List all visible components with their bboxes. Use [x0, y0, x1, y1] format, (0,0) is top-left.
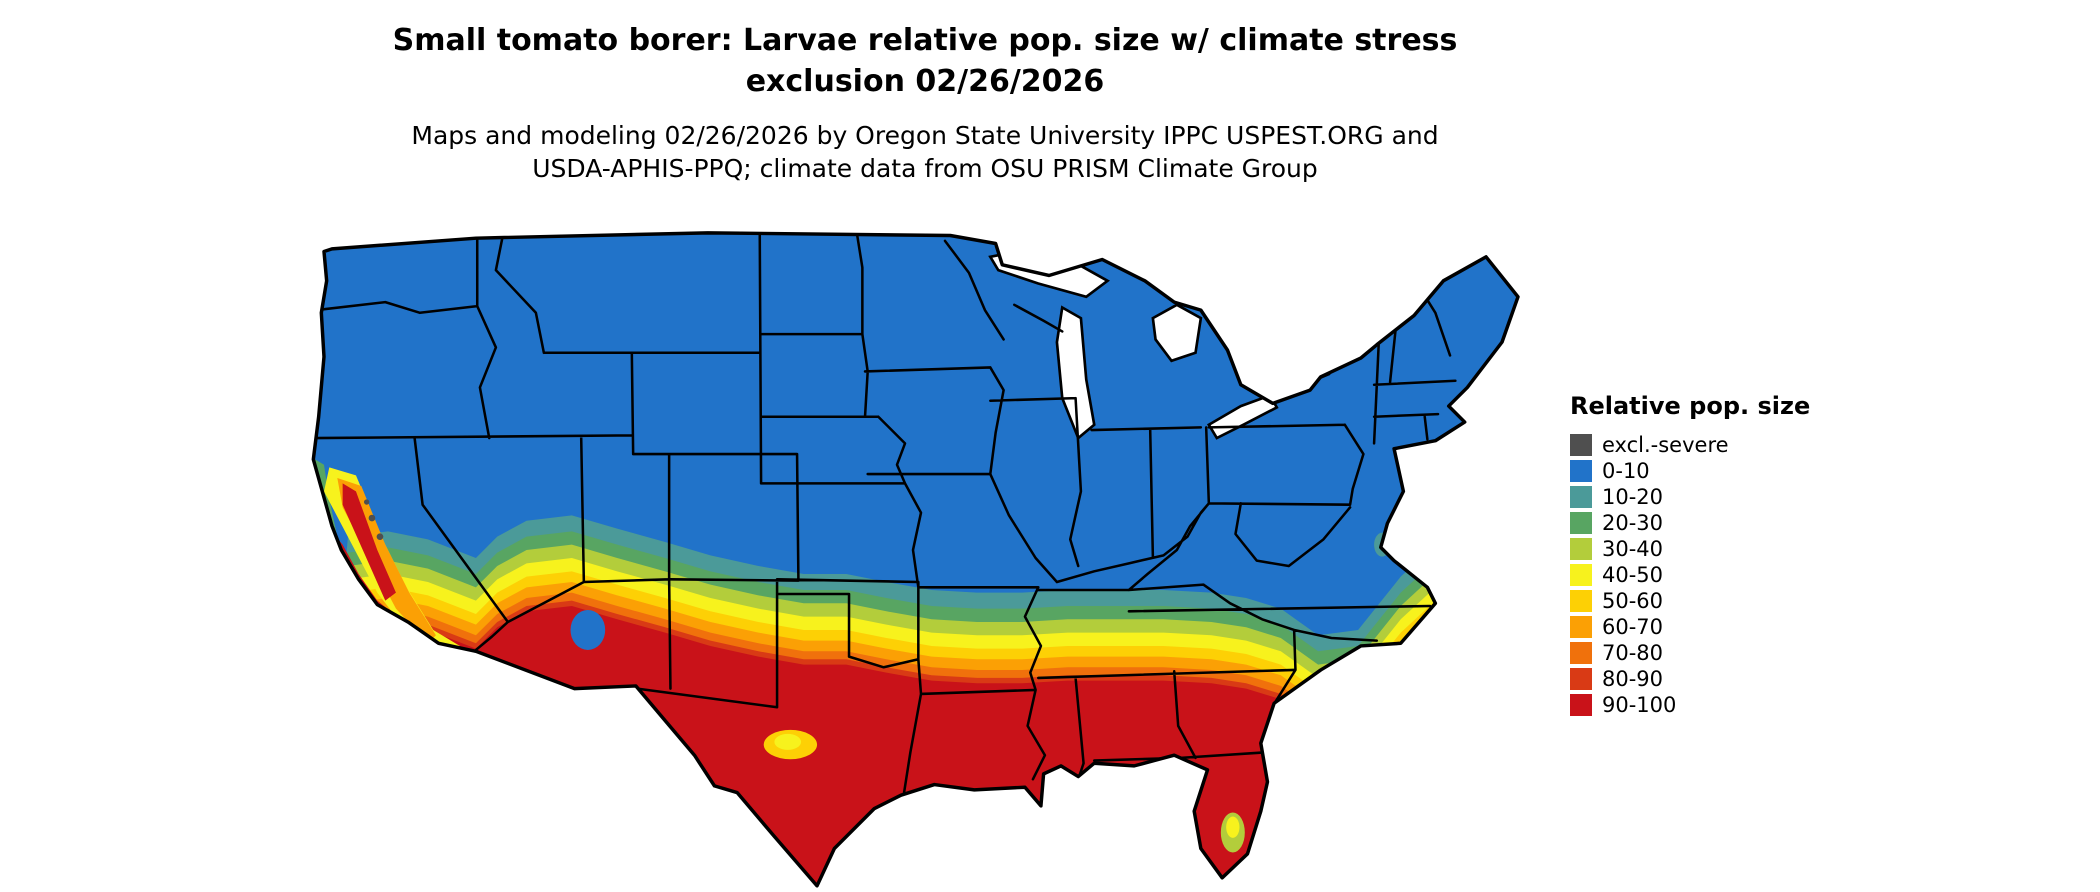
figure-header: Small tomato borer: Larvae relative pop.…	[150, 20, 1700, 185]
legend-swatch	[1570, 512, 1592, 534]
legend-swatch	[1570, 668, 1592, 690]
legend-swatch	[1570, 434, 1592, 456]
map-subtitle: Maps and modeling 02/26/2026 by Oregon S…	[150, 119, 1700, 185]
lake-huron	[1151, 303, 1203, 363]
legend-item: 20-30	[1570, 510, 1810, 536]
map-subtitle-line2: USDA-APHIS-PPQ; climate data from OSU PR…	[532, 153, 1318, 183]
legend-label: 40-50	[1602, 562, 1664, 587]
region-sierra-excl-dot-2	[376, 533, 384, 541]
legend-swatch	[1570, 538, 1592, 560]
state-borders	[313, 232, 1457, 797]
legend-swatch	[1570, 642, 1592, 664]
region-sierra-excl-dot-3	[363, 499, 370, 505]
legend-label: 70-80	[1602, 640, 1664, 665]
legend-swatch	[1570, 564, 1592, 586]
map-title: Small tomato borer: Larvae relative pop.…	[150, 20, 1700, 103]
legend-label: 0-10	[1602, 458, 1650, 483]
legend-label: excl.-severe	[1602, 432, 1729, 457]
legend-item: 80-90	[1570, 666, 1810, 692]
legend-label: 10-20	[1602, 484, 1664, 509]
map-legend: Relative pop. size excl.-severe 0-10 10-20…	[1570, 392, 1810, 718]
legend-label: 20-30	[1602, 510, 1664, 535]
region-nm-highlands-blue	[570, 609, 606, 650]
map-title-line1: Small tomato borer: Larvae relative pop.…	[392, 23, 1458, 58]
region-tx-edwards-plateau-yellow	[774, 733, 802, 750]
us-outline	[311, 231, 1520, 888]
region-south-florida-yellow	[1226, 816, 1240, 838]
legend-item: 0-10	[1570, 458, 1810, 484]
legend-item: 50-60	[1570, 588, 1810, 614]
legend-label: 30-40	[1602, 536, 1664, 561]
legend-item: 40-50	[1570, 562, 1810, 588]
legend-swatch	[1570, 616, 1592, 638]
legend-label: 90-100	[1602, 692, 1677, 717]
legend-label: 50-60	[1602, 588, 1664, 613]
legend-item: 90-100	[1570, 692, 1810, 718]
legend-swatch	[1570, 694, 1592, 716]
us-map	[308, 230, 1522, 890]
legend-label: 80-90	[1602, 666, 1664, 691]
legend-item: 30-40	[1570, 536, 1810, 562]
legend-swatch	[1570, 486, 1592, 508]
map-subtitle-line1: Maps and modeling 02/26/2026 by Oregon S…	[411, 120, 1439, 150]
legend-title: Relative pop. size	[1570, 392, 1811, 420]
legend-items: excl.-severe 0-10 10-20 20-30 30-40 40-50 50-6…	[1570, 432, 1810, 718]
legend-item: 60-70	[1570, 614, 1810, 640]
legend-swatch	[1570, 590, 1592, 612]
region-ca-central-valley-red	[342, 483, 396, 601]
us-map-svg	[311, 231, 1520, 888]
legend-item: excl.-severe	[1570, 432, 1810, 458]
legend-item: 10-20	[1570, 484, 1810, 510]
lake-michigan	[1055, 305, 1096, 441]
legend-label: 60-70	[1602, 614, 1664, 639]
region-sierra-excl-dot-1	[368, 514, 376, 522]
map-title-line2: exclusion 02/26/2026	[745, 64, 1105, 100]
legend-item: 70-80	[1570, 640, 1810, 666]
legend-swatch	[1570, 460, 1592, 482]
